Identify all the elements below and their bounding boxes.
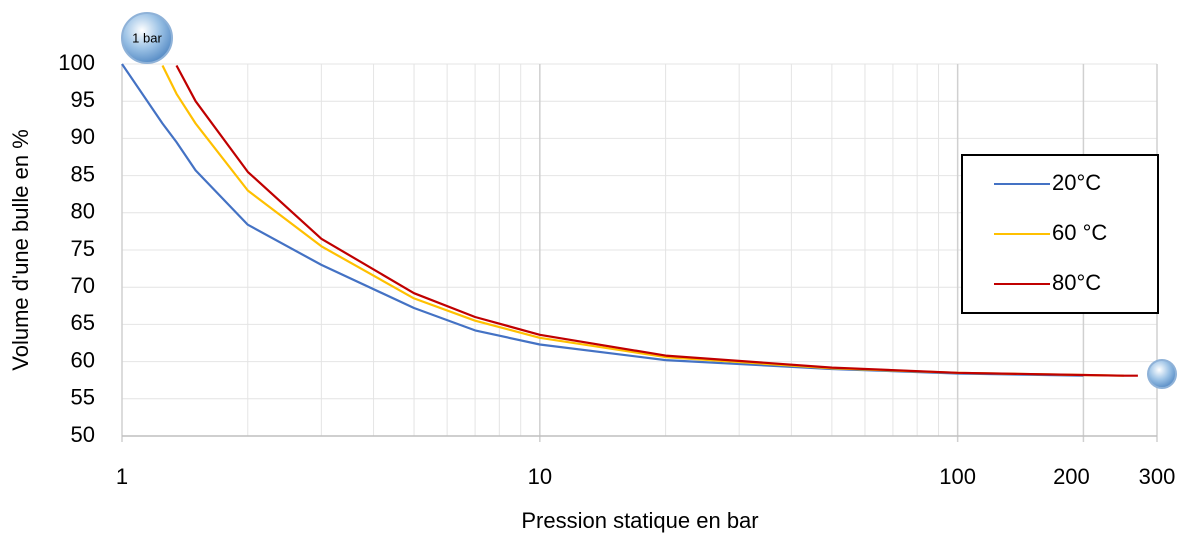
y-tick-label: 55: [71, 385, 95, 410]
y-axis-title: Volume d'une bulle en %: [8, 129, 33, 370]
bubble: [121, 12, 173, 64]
y-tick-label: 60: [71, 347, 95, 372]
x-tick-label: 300: [1139, 464, 1176, 489]
y-tick-label: 95: [71, 87, 95, 112]
annotation: 1 bar: [132, 30, 162, 45]
series-line: [121, 63, 1084, 377]
y-tick-label: 90: [71, 124, 95, 149]
x-tick-label: 1: [116, 464, 128, 489]
x-axis-title: Pression statique en bar: [521, 508, 758, 533]
y-tick-label: 65: [71, 310, 95, 335]
y-tick-label: 50: [71, 422, 95, 447]
legend-label: 20°C: [1052, 170, 1101, 195]
y-tick-label: 75: [71, 236, 95, 261]
x-tick-label: 200: [1053, 464, 1090, 489]
y-tick-label: 70: [71, 273, 95, 298]
y-tick-label: 85: [71, 161, 95, 186]
legend-label: 60 °C: [1052, 220, 1107, 245]
legend-label: 80°C: [1052, 270, 1101, 295]
bubble: [1147, 359, 1177, 389]
y-tick-label: 100: [58, 50, 95, 75]
x-tick-label: 10: [528, 464, 552, 489]
y-tick-label: 80: [71, 199, 95, 224]
series-line: [175, 64, 1138, 377]
x-tick-label: 100: [939, 464, 976, 489]
